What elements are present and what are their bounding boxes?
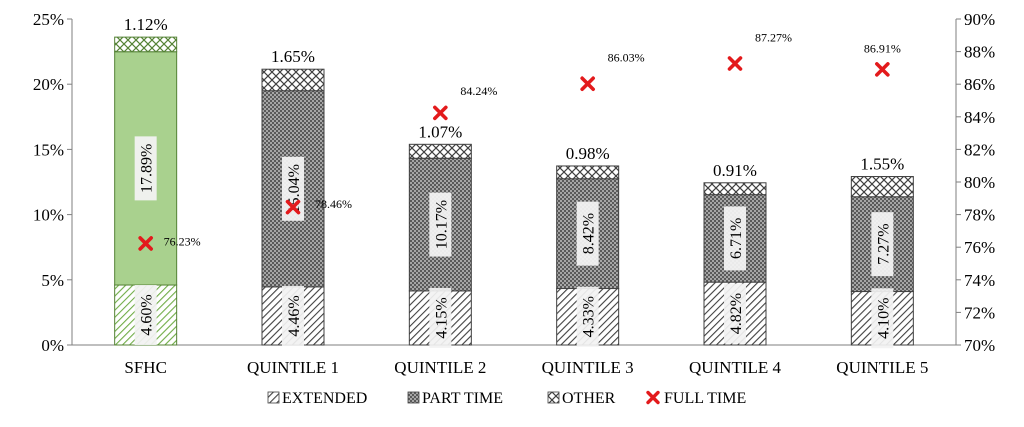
extended-label: 4.60% xyxy=(139,294,156,335)
full-time-marker xyxy=(138,236,153,251)
right-tick-label: 78% xyxy=(964,206,995,225)
extended-label-box xyxy=(871,288,894,349)
full-time-label: 76.23% xyxy=(164,234,201,248)
full-time-marker xyxy=(580,76,595,92)
part-time-label-box xyxy=(429,192,452,257)
part-time-label: 6.71% xyxy=(728,218,745,259)
legend-swatch xyxy=(407,391,420,404)
category-label: QUINTILE 4 xyxy=(689,358,782,377)
extended-label-group: 4.15% xyxy=(429,287,452,348)
extended-label-group: 4.82% xyxy=(724,283,746,344)
right-tick-label: 84% xyxy=(964,108,995,127)
left-tick-label: 15% xyxy=(33,140,64,159)
extended-label-box xyxy=(134,285,157,346)
other-label: 1.07% xyxy=(418,122,462,141)
legend-marker xyxy=(646,390,660,405)
extended-label: 4.33% xyxy=(581,296,598,337)
left-tick-label: 25% xyxy=(33,10,64,29)
bar-other xyxy=(850,176,914,198)
part-time-label-group: 15.04% xyxy=(282,156,304,221)
extended-label: 4.82% xyxy=(728,293,745,334)
part-time-label-box xyxy=(576,201,599,266)
part-time-label-group: 7.27% xyxy=(871,212,894,277)
other-label: 0.91% xyxy=(713,161,757,180)
full-time-marker xyxy=(875,62,890,77)
full-time-markers: 76.23% 78.46% 84.24% 86.03% 87.27% 86.91% xyxy=(138,30,901,251)
bar-other xyxy=(261,68,325,92)
full-time-marker xyxy=(433,105,448,121)
part-time-label-box xyxy=(724,206,746,271)
legend-label: EXTENDED xyxy=(282,390,367,407)
right-tick-label: 76% xyxy=(964,238,995,257)
right-tick-label: 82% xyxy=(964,140,995,159)
legend-swatch xyxy=(547,391,560,404)
right-tick-label: 72% xyxy=(964,303,995,322)
full-time-label: 86.91% xyxy=(864,41,901,55)
part-time-label: 10.17% xyxy=(433,200,450,249)
extended-label-group: 4.10% xyxy=(871,288,894,349)
bar-other xyxy=(703,182,767,196)
part-time-label: 7.27% xyxy=(875,223,892,264)
extended-label: 4.15% xyxy=(433,297,450,338)
legend-swatch xyxy=(267,391,280,404)
part-time-label-group: 8.42% xyxy=(576,201,599,266)
bar-other xyxy=(114,36,178,53)
full-time-label: 87.27% xyxy=(755,30,792,44)
part-time-label-group: 10.17% xyxy=(429,192,452,257)
right-tick-label: 88% xyxy=(964,43,995,62)
category-label: SFHC xyxy=(124,358,167,377)
extended-label-group: 4.33% xyxy=(576,286,599,347)
full-time-label: 84.24% xyxy=(460,84,497,98)
legend-label: OTHER xyxy=(562,390,616,407)
axes: 0% 5% 10% 15% 20% 25% 70% 72% 74% 76% 78% 80% 82% 84%… xyxy=(33,10,995,355)
extended-label-box xyxy=(576,286,599,347)
part-time-label-box xyxy=(134,136,157,201)
right-tick-label: 74% xyxy=(964,271,995,290)
extended-label-group: 4.60% xyxy=(134,285,157,346)
left-tick-label: 10% xyxy=(33,206,64,225)
right-tick-label: 70% xyxy=(964,336,995,355)
category-label: QUINTILE 5 xyxy=(836,358,928,377)
bars xyxy=(114,36,914,346)
full-time-marker xyxy=(727,56,743,71)
legend-label: FULL TIME xyxy=(664,390,746,407)
part-time-label-box xyxy=(282,156,304,221)
legend-label: PART TIME xyxy=(422,390,503,407)
bar-other xyxy=(556,165,620,180)
right-tick-label: 90% xyxy=(964,10,995,29)
other-label: 0.98% xyxy=(566,144,610,163)
right-tick-label: 86% xyxy=(964,75,995,94)
category-label: QUINTILE 1 xyxy=(247,358,339,377)
other-label: 1.12% xyxy=(124,15,168,34)
left-tick-label: 5% xyxy=(41,271,64,290)
part-time-label-box xyxy=(871,212,894,277)
part-time-label-group: 6.71% xyxy=(724,206,746,271)
extended-label-box xyxy=(724,283,746,344)
left-tick-label: 0% xyxy=(41,336,64,355)
extended-label-box xyxy=(429,287,452,348)
extended-label-box xyxy=(282,285,304,346)
extended-label: 4.10% xyxy=(875,298,892,339)
part-time-label: 17.89% xyxy=(139,144,156,193)
extended-label: 4.46% xyxy=(286,295,303,336)
category-label: QUINTILE 3 xyxy=(542,358,634,377)
category-label: QUINTILE 2 xyxy=(394,358,486,377)
full-time-label: 78.46% xyxy=(315,197,352,211)
right-tick-label: 80% xyxy=(964,173,995,192)
part-time-label: 8.42% xyxy=(581,213,598,254)
full-time-marker xyxy=(285,199,301,215)
legend: EXTENDED PART TIME OTHER FULL TIME xyxy=(267,390,746,407)
other-label: 1.55% xyxy=(860,155,904,174)
data-labels: SFHC 4.60% 17.89% 1.12% QUINTILE 1 4.46% 15.04… xyxy=(124,15,929,377)
other-label: 1.65% xyxy=(271,47,315,66)
full-time-label: 86.03% xyxy=(608,51,645,65)
extended-label-group: 4.46% xyxy=(282,285,304,346)
part-time-label-group: 17.89% xyxy=(134,136,157,201)
left-tick-label: 20% xyxy=(33,75,64,94)
bar-other xyxy=(408,143,472,159)
